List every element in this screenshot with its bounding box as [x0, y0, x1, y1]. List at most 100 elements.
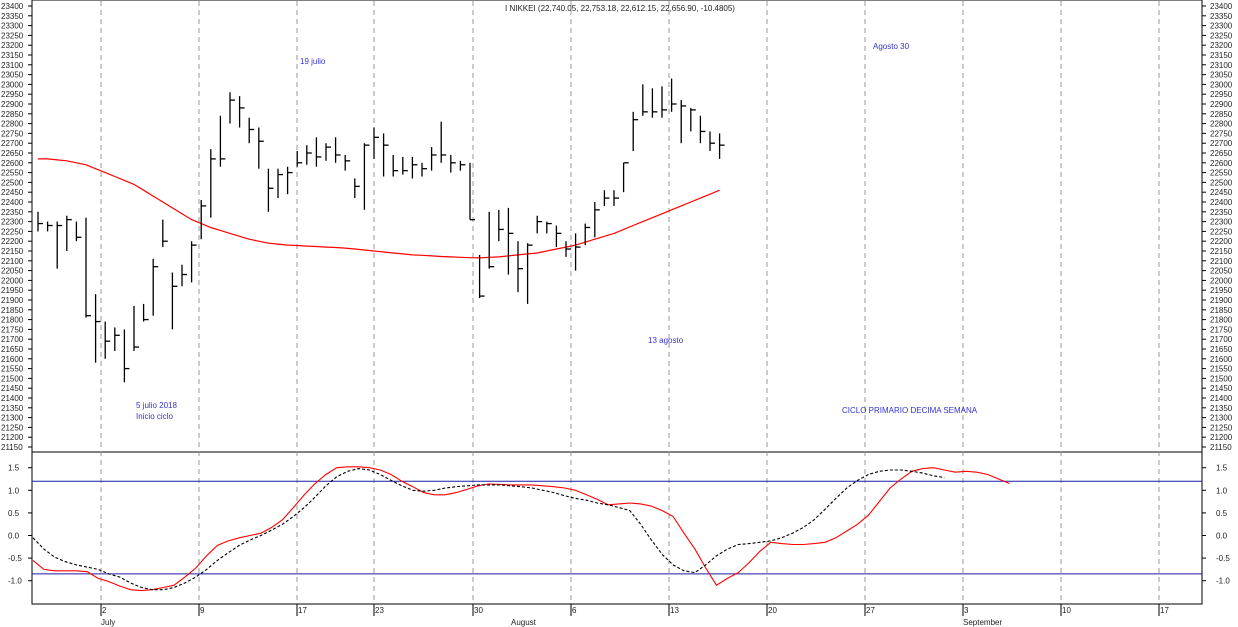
price-tick-label: 22100 — [1, 257, 24, 266]
price-tick-label: 23000 — [1, 80, 24, 89]
price-tick-label: 22500 — [1, 178, 24, 187]
price-tick-label: 21900 — [1210, 296, 1233, 305]
price-tick-label: 21900 — [1, 296, 24, 305]
price-tick-label: 21750 — [1210, 325, 1233, 334]
date-tick-label: 23 — [375, 606, 384, 615]
price-tick-label: 21300 — [1210, 414, 1233, 423]
price-tick-label: 22450 — [1210, 188, 1233, 197]
price-tick-label: 23300 — [1210, 22, 1233, 31]
ohlc-bar — [142, 303, 149, 322]
ohlc-bar — [613, 190, 619, 206]
price-tick-label: 22150 — [1210, 247, 1233, 256]
price-tick-label: 22050 — [1, 267, 24, 276]
price-tick-label: 21150 — [1210, 443, 1232, 452]
moving-average-path — [38, 158, 720, 259]
grid-lines — [100, 1, 1160, 604]
price-tick-label: 22650 — [1210, 149, 1233, 158]
price-tick-label: 21550 — [1, 365, 24, 374]
price-tick-label: 22400 — [1210, 198, 1233, 207]
osc-tick-label: -0.5 — [8, 554, 22, 563]
date-tick-label: 20 — [768, 606, 777, 615]
ohlc-bar — [622, 162, 629, 193]
oscillator-series-1 — [32, 468, 945, 591]
ohlc-bar — [594, 202, 600, 238]
price-tick-label: 22750 — [1210, 129, 1233, 138]
price-tick-label: 22900 — [1, 100, 24, 109]
price-tick-label: 23350 — [1, 12, 24, 21]
ohlc-bar — [718, 133, 725, 159]
ohlc-bar — [190, 241, 197, 283]
ohlc-bar — [440, 121, 447, 163]
ohlc-bar — [238, 96, 245, 128]
price-tick-label: 22550 — [1210, 169, 1233, 178]
ohlc-bar — [354, 178, 360, 199]
chart-title: I NIKKEI (22,740.05, 22,753.18, 22,612.1… — [505, 4, 735, 13]
price-tick-label: 23150 — [1210, 51, 1233, 60]
price-tick-label: 21600 — [1210, 355, 1233, 364]
price-tick-label: 22150 — [1, 247, 24, 256]
price-tick-label: 22200 — [1210, 237, 1233, 246]
price-tick-label: 23050 — [1, 71, 24, 80]
price-tick-label: 21550 — [1210, 365, 1233, 374]
annotation-19-julio: 19 julio — [300, 57, 326, 66]
price-tick-label: 22300 — [1, 218, 24, 227]
price-tick-label: 21200 — [1210, 433, 1233, 442]
price-tick-label: 21600 — [1, 355, 24, 364]
price-tick-label: 21350 — [1, 404, 24, 413]
moving-average-line — [38, 158, 720, 259]
ohlc-bar — [555, 225, 562, 248]
price-tick-label: 21400 — [1, 394, 24, 403]
price-tick-label: 23050 — [1210, 71, 1233, 80]
price-tick-label: 23000 — [1210, 80, 1233, 89]
ohlc-bar — [651, 88, 658, 118]
price-tick-label: 23300 — [1, 22, 24, 31]
ohlc-bar — [286, 166, 293, 195]
price-tick-label: 21450 — [1210, 384, 1233, 393]
price-tick-label: 21650 — [1210, 345, 1233, 354]
ohlc-bar — [296, 151, 303, 167]
price-tick-label: 22250 — [1210, 227, 1233, 236]
price-tick-label: 21250 — [1, 423, 24, 432]
price-tick-label: 21700 — [1, 335, 24, 344]
price-tick-label: 21800 — [1210, 316, 1233, 325]
price-tick-label: 22250 — [1, 227, 24, 236]
price-tick-label: 21800 — [1, 316, 24, 325]
ohlc-bar — [574, 233, 581, 271]
ohlc-bar — [123, 329, 130, 383]
date-tick-label: 2 — [102, 606, 107, 615]
ohlc-bar — [114, 327, 120, 351]
price-tick-label: 22600 — [1, 159, 24, 168]
ohlc-bar — [450, 154, 456, 173]
ohlc-bar — [325, 143, 331, 161]
price-tick-label: 22850 — [1, 110, 24, 119]
ohlc-bar — [459, 160, 466, 171]
price-tick-label: 22900 — [1210, 100, 1233, 109]
ohlc-bars — [37, 78, 725, 383]
osc-tick-label: 0.0 — [1216, 532, 1228, 541]
annotation-inicio-ciclo: Inicio ciclo — [136, 412, 173, 421]
ohlc-bar — [478, 254, 485, 299]
price-tick-label: 22550 — [1, 169, 24, 178]
price-tick-label: 21950 — [1210, 286, 1233, 295]
price-tick-label: 22600 — [1210, 159, 1233, 168]
price-tick-label: 22400 — [1, 198, 24, 207]
ohlc-bar — [642, 84, 648, 116]
ohlc-bar — [632, 111, 639, 152]
date-tick-label: 13 — [670, 606, 679, 615]
date-tick-label: 10 — [1062, 606, 1071, 615]
ohlc-bar — [75, 221, 82, 242]
price-tick-label: 23200 — [1210, 41, 1233, 50]
date-axis: 2 9 17 23 30 6 13 20 27 3 10 17 July August September — [100, 604, 1169, 627]
ohlc-bar — [248, 117, 255, 144]
ohlc-bar — [229, 92, 235, 124]
ohlc-bar — [382, 133, 389, 177]
ohlc-bar — [258, 127, 264, 169]
ohlc-bar — [603, 190, 610, 206]
price-tick-label: 22650 — [1, 149, 24, 158]
annotation-13-agosto: 13 agosto — [648, 336, 684, 345]
ohlc-bar — [334, 137, 341, 163]
ohlc-bar — [37, 211, 43, 232]
ohlc-bar — [56, 221, 63, 269]
price-tick-label: 21450 — [1, 384, 24, 393]
